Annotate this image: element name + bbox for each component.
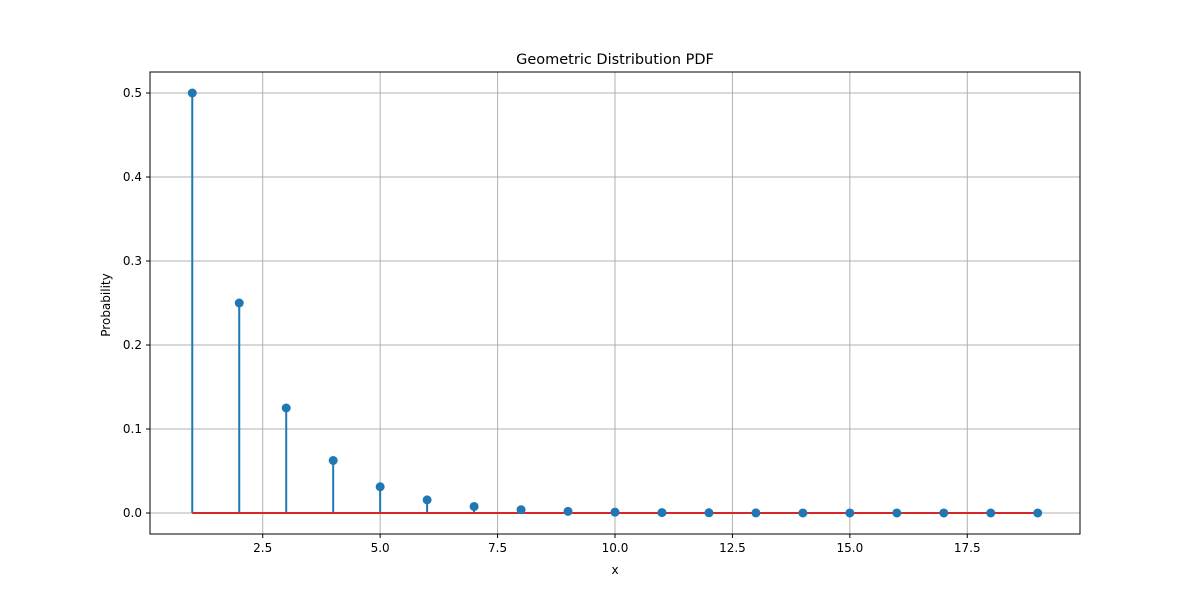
y-tick-label: 0.0 — [123, 506, 142, 520]
stem-marker — [563, 506, 573, 516]
stem-marker — [657, 508, 667, 518]
y-tick-label: 0.5 — [123, 86, 142, 100]
x-tick-label: 5.0 — [371, 541, 390, 555]
x-tick-label: 17.5 — [954, 541, 981, 555]
stem-marker — [751, 508, 761, 518]
y-tick-label: 0.2 — [123, 338, 142, 352]
x-tick-label: 12.5 — [719, 541, 746, 555]
stem-marker — [234, 298, 244, 308]
grid — [150, 72, 1080, 534]
x-tick-label: 15.0 — [836, 541, 863, 555]
x-axis-title: x — [611, 563, 618, 577]
chart-title: Geometric Distribution PDF — [516, 52, 714, 68]
stem-marker — [986, 508, 996, 518]
stem-series — [187, 88, 1043, 518]
y-axis-title: Probability — [99, 273, 113, 336]
stem-marker — [516, 505, 526, 515]
stem-marker — [845, 508, 855, 518]
stem-marker — [375, 482, 385, 492]
stem-marker — [704, 508, 714, 518]
stem-marker — [422, 495, 432, 505]
stem-marker — [281, 403, 291, 413]
y-tick-label: 0.3 — [123, 254, 142, 268]
ticks: 2.5 5.0 7.5 10.0 12.5 15.0 17.5 0.0 0.1 0.2 0.3 0.4… — [123, 86, 981, 555]
x-tick-label: 7.5 — [488, 541, 507, 555]
x-tick-label: 2.5 — [253, 541, 272, 555]
y-tick-label: 0.1 — [123, 422, 142, 436]
stem-marker — [187, 88, 197, 98]
stem-marker — [939, 508, 949, 518]
stem-marker — [892, 508, 902, 518]
y-tick-label: 0.4 — [123, 170, 142, 184]
stem-marker — [469, 501, 479, 511]
stem-marker — [328, 456, 338, 465]
stem-marker — [798, 508, 808, 518]
x-tick-label: 10.0 — [602, 541, 629, 555]
stem-marker — [1033, 508, 1043, 518]
stem-marker — [610, 507, 620, 517]
